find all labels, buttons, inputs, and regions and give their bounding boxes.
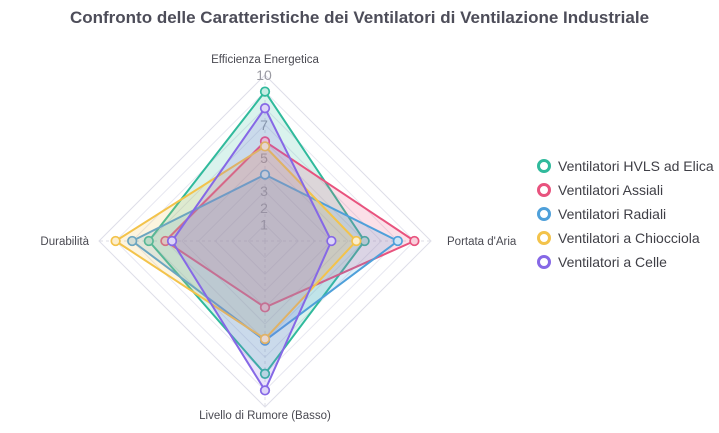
radar-data-point[interactable] [260, 386, 270, 395]
radar-grid-line [247, 223, 283, 259]
radar-data-point[interactable] [144, 236, 154, 246]
radar-data-point[interactable] [167, 236, 177, 246]
radar-data-point[interactable] [260, 103, 270, 113]
radar-data-point[interactable] [351, 235, 362, 247]
chart-title: Confronto delle Caratteristiche dei Vent… [69, 8, 650, 27]
radar-tick-label: 2 [260, 200, 268, 216]
radar-tick-label: 7 [260, 117, 268, 133]
radar-tick-label: 3 [260, 183, 268, 199]
radar-data-point[interactable] [260, 303, 270, 312]
radar-data-point[interactable] [260, 369, 270, 379]
radar-data-point[interactable] [260, 142, 270, 151]
radar-grid-line [181, 157, 349, 325]
radar-data-point[interactable] [110, 235, 121, 247]
radar-data-point[interactable] [410, 236, 419, 246]
radar-data-point[interactable] [260, 303, 270, 312]
radar-data-point[interactable] [259, 86, 271, 97]
radar-data-point[interactable] [352, 236, 361, 246]
radar-axis-name: Livello di Rumore (Basso) [199, 410, 331, 422]
legend-marker-icon [537, 230, 551, 245]
legend-item[interactable]: Ventilatori HVLS ad Elica [537, 157, 714, 174]
radar-data-point[interactable] [409, 235, 420, 247]
radar-axis-name: Durabilità [40, 236, 89, 248]
radar-data-point[interactable] [167, 236, 177, 246]
radar-data-point[interactable] [259, 141, 271, 152]
radar-tick-label: 1 [260, 216, 268, 232]
radar-data-point[interactable] [259, 302, 271, 313]
legend-marker-icon [537, 158, 551, 173]
legend-label: Ventilatori a Chiocciola [558, 229, 700, 246]
radar-data-point[interactable] [144, 236, 154, 246]
radar-data-point[interactable] [392, 235, 403, 247]
radar-data-point[interactable] [260, 142, 270, 151]
radar-data-point[interactable] [260, 170, 270, 179]
radar-data-point[interactable] [259, 385, 271, 396]
radar-data-point[interactable] [260, 369, 270, 379]
radar-data-point[interactable] [259, 169, 271, 180]
legend-item[interactable]: Ventilatori a Celle [537, 253, 714, 270]
radar-data-point[interactable] [111, 236, 120, 246]
radar-data-point[interactable] [143, 235, 154, 247]
radar-data-point[interactable] [260, 386, 270, 395]
legend-marker-icon [537, 206, 551, 221]
radar-data-point[interactable] [393, 236, 403, 246]
radar-data-point[interactable] [393, 236, 403, 246]
legend-label: Ventilatori HVLS ad Elica [558, 157, 714, 174]
legend-label: Ventilatori Assiali [558, 181, 664, 198]
radar-axis-name: Efficienza Energetica [211, 54, 319, 66]
radar-axis-name: Portata d'Aria [447, 236, 517, 248]
radar-data-point[interactable] [260, 87, 270, 96]
radar-data-point[interactable] [111, 236, 120, 246]
radar-data-point[interactable] [260, 334, 270, 344]
radar-data-point[interactable] [360, 236, 369, 246]
radar-tick-label: 5 [260, 150, 268, 166]
radar-series-area [115, 146, 357, 339]
radar-data-point[interactable] [327, 236, 336, 246]
radar-data-point[interactable] [127, 236, 137, 246]
legend-item[interactable]: Ventilatori a Chiocciola [537, 229, 714, 246]
radar-data-point[interactable] [127, 236, 137, 246]
legend: Ventilatori HVLS ad Elica Ventilatori Ass… [537, 157, 714, 270]
radar-series-area [148, 91, 365, 374]
legend-marker-icon [537, 182, 551, 197]
legend-label: Ventilatori a Celle [558, 253, 667, 270]
legend-label: Ventilatori Radiali [558, 205, 667, 222]
radar-data-point[interactable] [326, 235, 337, 247]
legend-marker-icon [537, 254, 551, 269]
radar-tick-label: 10 [256, 67, 272, 83]
radar-data-point[interactable] [410, 236, 419, 246]
radar-grid-line [231, 207, 299, 275]
legend-item[interactable]: Ventilatori Radiali [537, 205, 714, 222]
legend-item[interactable]: Ventilatori Assiali [537, 181, 714, 198]
radar-grid-line [98, 74, 432, 408]
radar-data-point[interactable] [166, 235, 178, 247]
radar-data-point[interactable] [260, 334, 270, 344]
radar-data-point[interactable] [260, 103, 270, 113]
radar-data-point[interactable] [360, 236, 369, 246]
radar-data-point[interactable] [327, 236, 336, 246]
radar-data-point[interactable] [260, 170, 270, 179]
radar-data-point[interactable] [260, 87, 270, 96]
radar-data-point[interactable] [352, 236, 361, 246]
radar-data-point[interactable] [127, 235, 138, 247]
radar-data-point[interactable] [259, 333, 271, 345]
radar-data-point[interactable] [259, 368, 271, 379]
radar-series-area [172, 108, 332, 391]
radar-data-point[interactable] [259, 103, 271, 114]
radar-series-area [165, 141, 415, 308]
